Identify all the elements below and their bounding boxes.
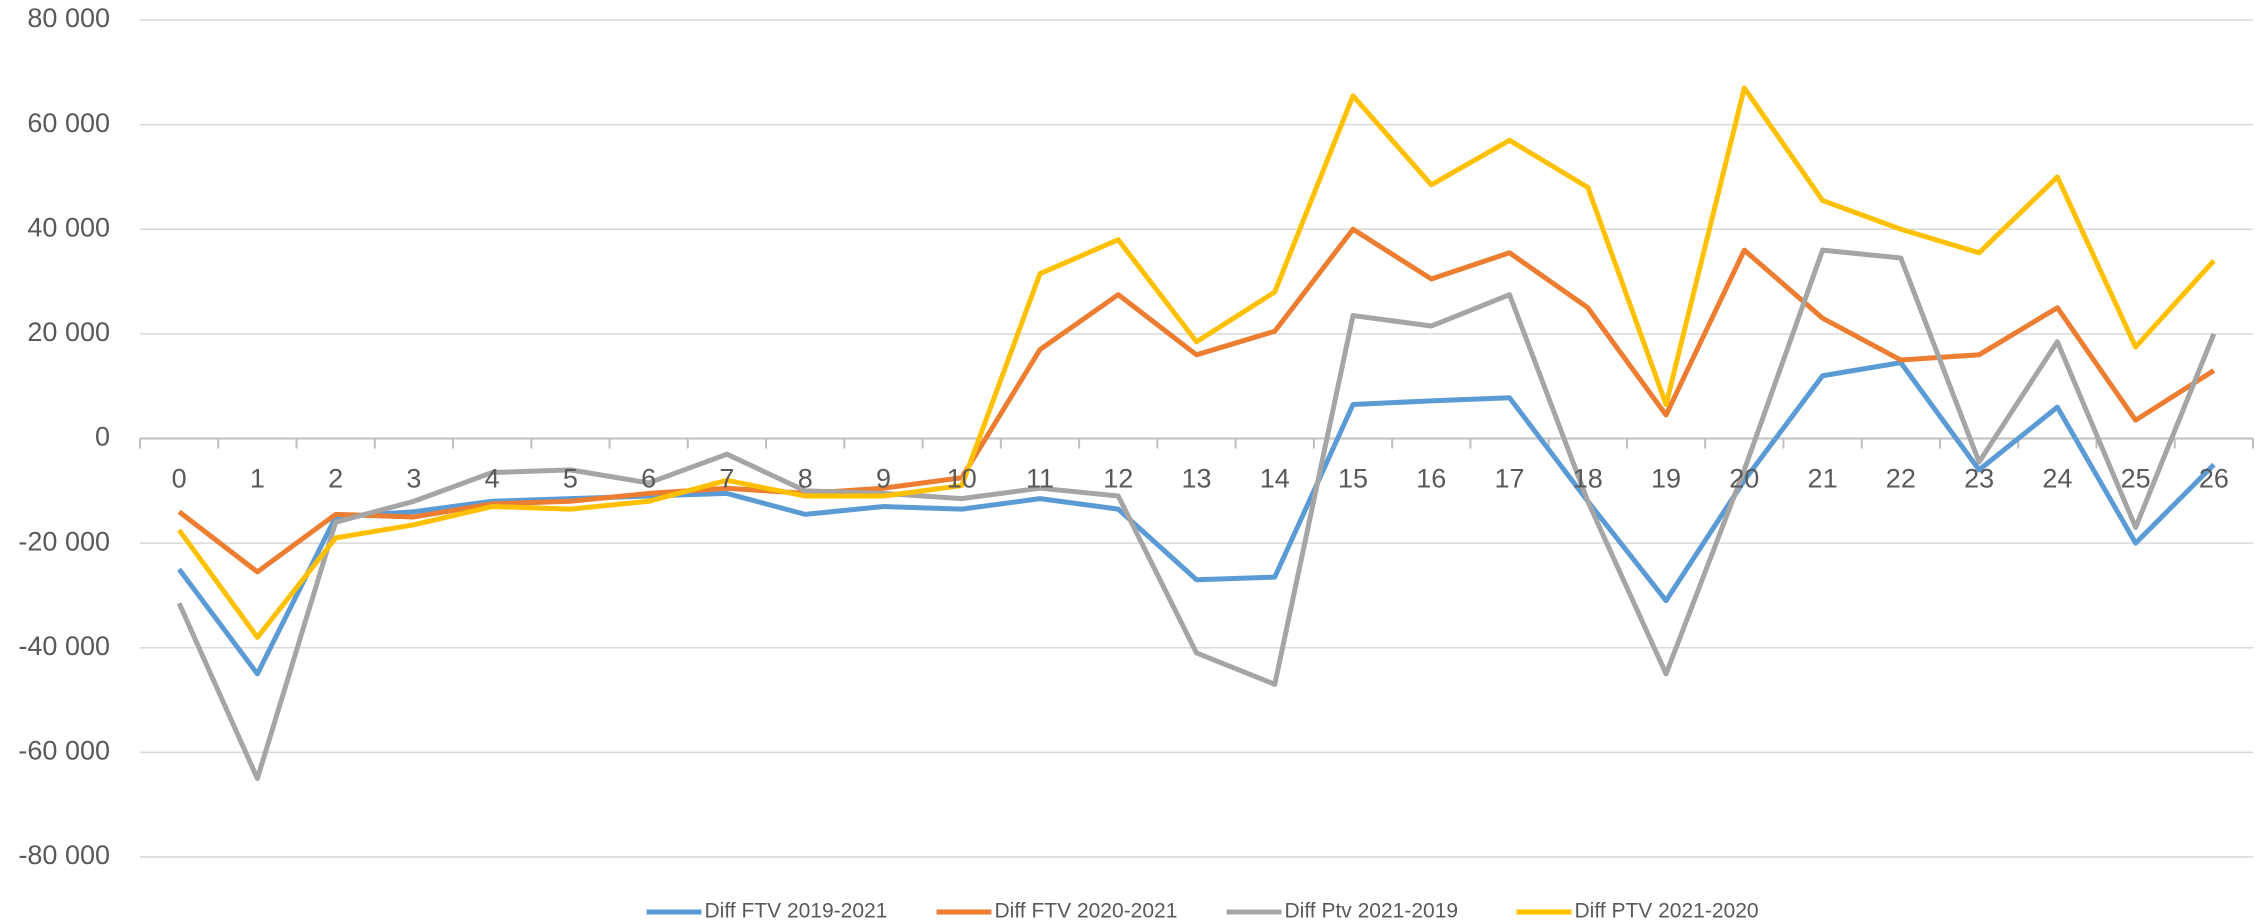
legend-label: Diff FTV 2020-2021 bbox=[995, 900, 1178, 922]
x-tick-label: 22 bbox=[1886, 464, 1916, 494]
y-tick-label: 60 000 bbox=[27, 108, 110, 138]
legend-label: Diff FTV 2019-2021 bbox=[705, 900, 888, 922]
x-tick-label: 21 bbox=[1808, 464, 1838, 494]
y-tick-label: -20 000 bbox=[18, 526, 110, 556]
y-tick-label: 80 000 bbox=[27, 3, 110, 33]
y-tick-label: 20 000 bbox=[27, 317, 110, 347]
x-tick-label: 4 bbox=[485, 464, 500, 494]
x-tick-label: 16 bbox=[1416, 464, 1446, 494]
x-tick-label: 1 bbox=[250, 464, 265, 494]
x-tick-label: 25 bbox=[2121, 464, 2151, 494]
x-tick-label: 18 bbox=[1573, 464, 1603, 494]
x-tick-label: 23 bbox=[1964, 464, 1994, 494]
x-tick-label: 19 bbox=[1651, 464, 1681, 494]
legend-label: Diff Ptv 2021-2019 bbox=[1285, 900, 1459, 922]
y-tick-label: -80 000 bbox=[18, 840, 110, 870]
series-line bbox=[176, 247, 2217, 782]
series-line bbox=[177, 360, 2216, 677]
x-tick-label: 20 bbox=[1729, 464, 1759, 494]
series-line bbox=[177, 226, 2216, 575]
x-tick-label: 10 bbox=[947, 464, 977, 494]
x-tick-label: 11 bbox=[1026, 464, 1054, 494]
y-tick-label: 40 000 bbox=[27, 212, 110, 242]
x-tick-label: 15 bbox=[1338, 464, 1368, 494]
x-tick-label: 7 bbox=[719, 464, 734, 494]
x-tick-label: 17 bbox=[1495, 464, 1525, 494]
y-tick-label: -40 000 bbox=[18, 631, 110, 661]
x-tick-label: 5 bbox=[563, 464, 578, 494]
x-tick-label: 24 bbox=[2042, 464, 2072, 494]
x-tick-label: 3 bbox=[406, 464, 421, 494]
y-tick-label: 0 bbox=[95, 422, 110, 452]
y-tick-label: -60 000 bbox=[18, 736, 110, 766]
legend-label: Diff PTV 2021-2020 bbox=[1575, 900, 1759, 922]
x-tick-label: 8 bbox=[798, 464, 813, 494]
x-tick-label: 12 bbox=[1103, 464, 1133, 494]
x-tick-label: 26 bbox=[2199, 464, 2229, 494]
x-tick-label: 9 bbox=[876, 464, 891, 494]
x-tick-label: 2 bbox=[328, 464, 343, 494]
series-line bbox=[177, 85, 2216, 640]
x-tick-label: 0 bbox=[172, 464, 187, 494]
x-tick-label: 13 bbox=[1181, 464, 1211, 494]
x-tick-label: 6 bbox=[641, 464, 656, 494]
x-tick-label: 14 bbox=[1260, 464, 1290, 494]
